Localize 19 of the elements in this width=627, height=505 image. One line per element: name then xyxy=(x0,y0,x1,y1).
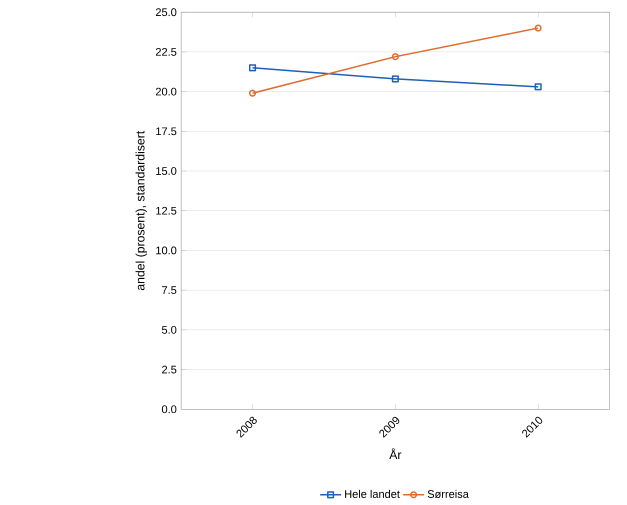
point xyxy=(392,75,399,82)
y-tick-label: 10.0 xyxy=(156,246,176,254)
y-tick-label: 12.5 xyxy=(156,206,176,215)
legend-label: Sørreisa xyxy=(428,490,469,498)
point xyxy=(248,64,256,72)
y-tick-label: 7.5 xyxy=(162,286,176,294)
point xyxy=(534,83,542,90)
legend-label: Hele landet xyxy=(345,490,400,498)
y-tick-label: 17.5 xyxy=(156,127,176,136)
y-tick-label: 0.0 xyxy=(162,405,176,414)
y-tick-label: 25.0 xyxy=(156,8,176,16)
y-tick-label: 15.0 xyxy=(156,167,176,175)
y-tick-label: 22.5 xyxy=(156,48,176,56)
point xyxy=(392,53,399,60)
y-tick-label: 2.5 xyxy=(162,366,176,374)
y-axis-title: andel (prosent), standardisert xyxy=(136,130,147,290)
x-axis-title: År xyxy=(389,448,402,459)
y-tick-label: 5.0 xyxy=(162,326,176,334)
y-tick-label: 20.0 xyxy=(156,88,176,96)
